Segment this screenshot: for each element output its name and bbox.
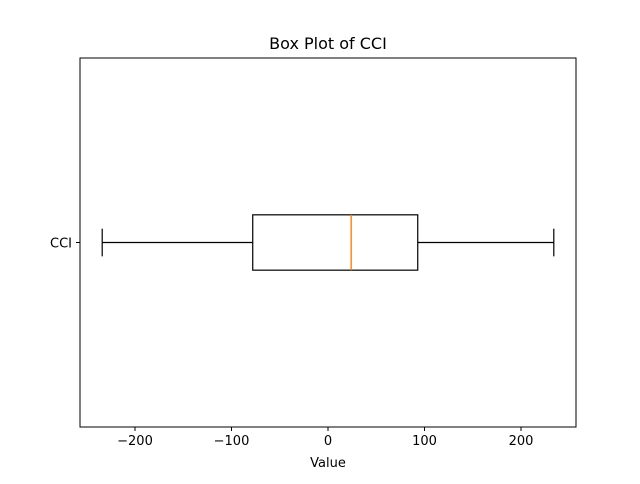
x-tick-label: −100 (214, 434, 250, 449)
x-tick-label: 200 (509, 434, 534, 449)
x-tick-label: 0 (324, 434, 332, 449)
plot-area: −200 −100 0 100 200 CCI (50, 57, 577, 449)
chart-title: Box Plot of CCI (269, 34, 387, 53)
y-tick-label: CCI (50, 237, 72, 252)
x-tick-label: −200 (117, 434, 153, 449)
box-iqr (252, 214, 419, 271)
x-tick-label: 100 (412, 434, 437, 449)
x-axis-label: Value (310, 456, 346, 471)
